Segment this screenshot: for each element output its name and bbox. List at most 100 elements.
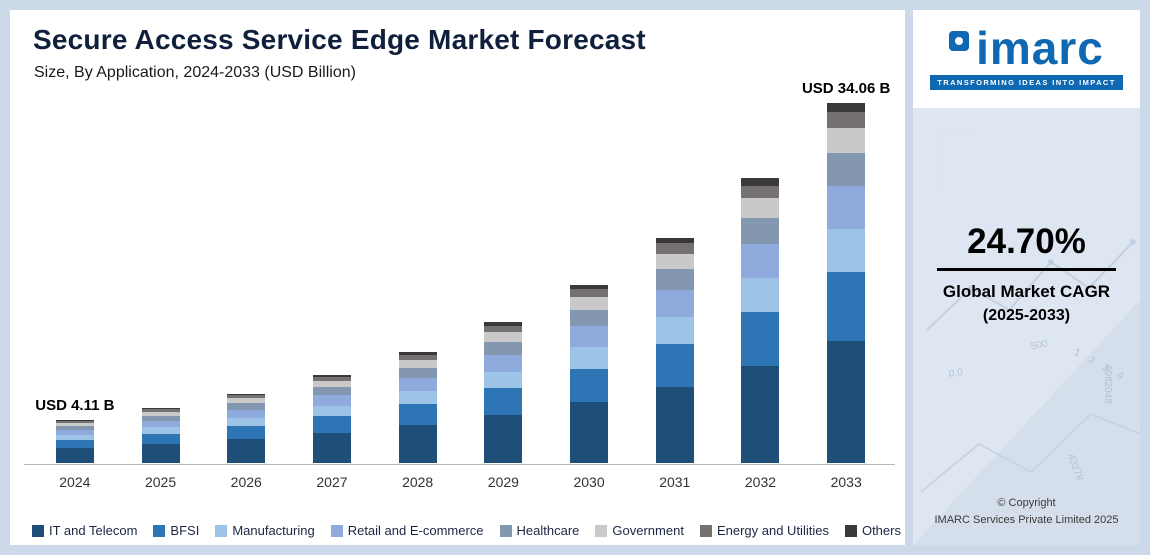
segment-manufacturing: [741, 278, 780, 313]
bar-slot-2032: [718, 178, 804, 463]
segment-energy-and-utilities: [655, 243, 694, 254]
segment-healthcare: [484, 341, 523, 355]
segment-others: [570, 284, 609, 290]
segment-healthcare: [55, 425, 94, 430]
bar-slot-2030: [546, 284, 632, 463]
copyright-line2: IMARC Services Private Limited 2025: [934, 513, 1119, 526]
imarc-logo-wordmark: imarc: [976, 21, 1104, 74]
cagr-value: 24.70%: [967, 222, 1086, 261]
stacked-bar-2030: [570, 284, 609, 463]
segment-others: [655, 237, 694, 244]
axis-label-2025: 2025: [144, 474, 177, 490]
legend-swatch: [153, 524, 166, 537]
axis-label-2033: 2033: [830, 474, 862, 490]
legend-item-retail-and-e-commerce: Retail and E-commerce: [330, 523, 484, 538]
segment-others: [227, 393, 266, 396]
stacked-bar-2032: [741, 178, 780, 463]
stacked-bar-2031: [655, 237, 694, 463]
segment-government: [570, 297, 609, 310]
cagr-label: Global Market CAGR: [942, 282, 1111, 301]
axis-label-2026: 2026: [230, 474, 262, 490]
legend-label: Government: [612, 523, 684, 538]
plot-area: USD 4.11 B USD 34.06 B: [32, 80, 890, 463]
segment-healthcare: [655, 269, 694, 290]
segment-government: [741, 198, 780, 219]
axis-label-2030: 2030: [573, 474, 605, 490]
axis-label-2029: 2029: [487, 474, 519, 490]
segment-retail-and-e-commerce: [484, 354, 523, 372]
segment-government: [655, 253, 694, 270]
segment-retail-and-e-commerce: [55, 429, 94, 435]
segment-energy-and-utilities: [141, 409, 180, 412]
segment-it-and-telecom: [827, 340, 866, 463]
watermark-number: 1 2 3 4: [1071, 346, 1129, 385]
segment-government: [55, 422, 94, 426]
stacked-bar-2033: [827, 103, 866, 463]
segment-retail-and-e-commerce: [827, 185, 866, 230]
legend-item-bfsi: BFSI: [153, 523, 199, 538]
bar-slot-2029: [461, 322, 547, 463]
segment-others: [741, 178, 780, 186]
cagr-divider: [937, 268, 1116, 271]
segment-retail-and-e-commerce: [398, 377, 437, 391]
segment-government: [141, 411, 180, 416]
legend-item-manufacturing: Manufacturing: [215, 523, 315, 538]
segment-it-and-telecom: [398, 425, 437, 463]
axis-label-2032: 2032: [744, 474, 777, 490]
segment-manufacturing: [655, 316, 694, 344]
segment-energy-and-utilities: [227, 395, 266, 399]
segment-it-and-telecom: [312, 433, 351, 463]
bar-slot-2027: [289, 375, 375, 463]
segment-others: [398, 352, 437, 355]
segment-others: [55, 419, 94, 421]
bar-slot-2025: [118, 408, 204, 463]
page-title: Secure Access Service Edge Market Foreca…: [33, 24, 646, 55]
bar-slot-2033: [803, 103, 889, 463]
segment-it-and-telecom: [741, 366, 780, 463]
legend-item-healthcare: Healthcare: [499, 523, 580, 538]
segment-government: [398, 359, 437, 368]
segment-bfsi: [398, 404, 437, 426]
segment-energy-and-utilities: [827, 112, 866, 129]
segment-it-and-telecom: [655, 386, 694, 463]
cagr-period: (2025-2033): [982, 307, 1071, 324]
legend-label: Healthcare: [516, 523, 580, 538]
stacked-bar-2028: [398, 352, 437, 463]
segment-energy-and-utilities: [484, 325, 523, 333]
segment-bfsi: [141, 433, 180, 445]
segment-manufacturing: [227, 417, 266, 427]
stacked-bar-2029: [484, 322, 523, 463]
bar-value-label: USD 4.11 B: [35, 396, 115, 414]
legend-label: Energy and Utilities: [716, 523, 829, 538]
segment-healthcare: [741, 218, 780, 244]
legend-item-it-and-telecom: IT and Telecom: [32, 523, 137, 538]
imarc-logo-box: imarc TRANSFORMING IDEAS INTO IMPACT: [913, 10, 1140, 108]
legend-swatch: [595, 524, 608, 537]
segment-energy-and-utilities: [55, 420, 94, 423]
legend: IT and Telecom BFSI Manufacturing Retail an…: [32, 523, 901, 538]
watermark-number: 43278: [1064, 452, 1085, 483]
segment-healthcare: [227, 403, 266, 410]
legend-label: IT and Telecom: [49, 523, 138, 538]
bar-value-label: USD 34.06 B: [801, 80, 891, 97]
legend-item-others: Others: [844, 523, 901, 538]
segment-healthcare: [570, 309, 609, 326]
segment-retail-and-e-commerce: [312, 395, 351, 406]
chart-panel: Secure Access Service Edge Market Foreca…: [10, 10, 905, 545]
segment-energy-and-utilities: [312, 377, 351, 382]
bar-slot-2024: [32, 419, 118, 463]
stacked-bar-2024: [55, 419, 94, 463]
copyright-notice: © Copyright IMARC Services Private Limit…: [913, 495, 1140, 529]
bar-slot-2031: [632, 237, 718, 463]
segment-it-and-telecom: [227, 439, 266, 463]
segment-it-and-telecom: [484, 415, 523, 463]
segment-bfsi: [655, 343, 694, 387]
sidebar: 0.0 1 2 3 4 500 6982048 43278 imarc TRAN…: [913, 10, 1140, 545]
segment-healthcare: [398, 367, 437, 378]
watermark-number: 6982048: [1102, 365, 1113, 404]
segment-healthcare: [141, 415, 180, 421]
segment-it-and-telecom: [570, 402, 609, 463]
segment-healthcare: [312, 387, 351, 396]
axis-label-2031: 2031: [659, 474, 691, 490]
bar-slot-2026: [203, 393, 289, 463]
